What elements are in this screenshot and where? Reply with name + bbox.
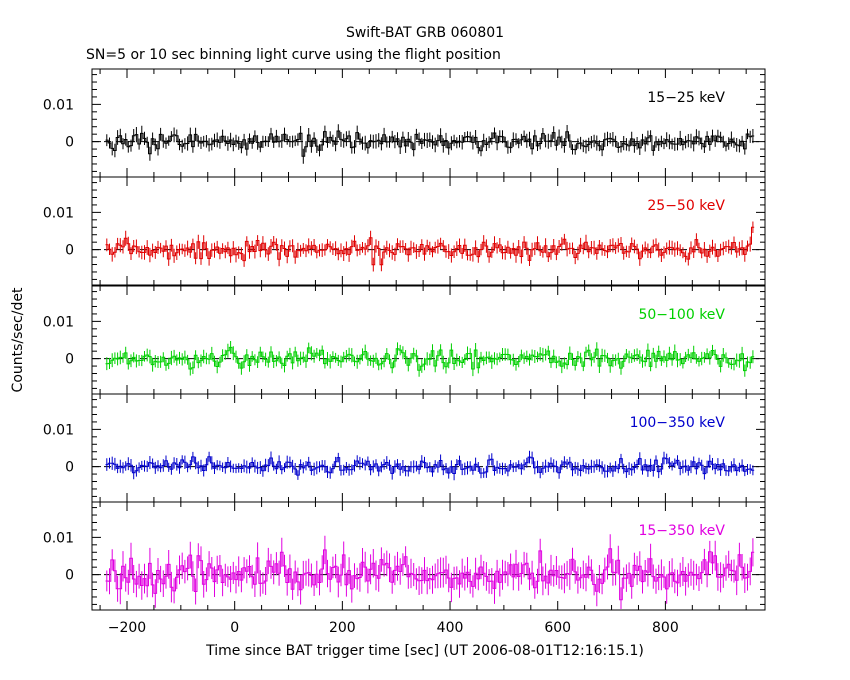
y-tick-label: 0.01 (43, 530, 74, 546)
y-tick-label: 0 (65, 352, 74, 368)
panel-frame (91, 285, 766, 395)
y-tick-label: 0 (65, 460, 74, 476)
y-tick-label: 0.01 (43, 314, 74, 330)
y-tick-label: 0.01 (43, 205, 74, 221)
series-line (105, 346, 755, 372)
x-tick-label: 400 (437, 620, 464, 636)
panel-frame (91, 393, 766, 503)
panel-frame (91, 68, 766, 178)
y-tick-label: 0 (65, 568, 74, 584)
x-tick-label: 600 (544, 620, 571, 636)
panel-frame (91, 501, 766, 611)
x-axis-label: Time since BAT trigger time [sec] (UT 20… (205, 643, 644, 659)
panel-frame (91, 176, 766, 286)
panel-2: 0 0.01 25−50 keV (43, 176, 766, 286)
series-error-bars (106, 341, 754, 377)
series-line (105, 548, 755, 601)
panel-5: 0 0.01 15−350 keV (43, 501, 766, 611)
chart-title: Swift-BAT GRB 060801 (346, 25, 504, 41)
series-line (105, 130, 755, 157)
panel-4: 0 0.01 100−350 keV (43, 393, 766, 503)
series-line (105, 226, 755, 266)
series-error-bars (106, 450, 754, 481)
x-tick-label: 200 (329, 620, 356, 636)
y-tick-label: 0.01 (43, 97, 74, 113)
series-label: 15−25 keV (647, 90, 725, 106)
series-label: 25−50 keV (647, 198, 725, 214)
series-label: 50−100 keV (638, 307, 725, 323)
series-line (105, 456, 755, 476)
series-label: 15−350 keV (638, 523, 725, 539)
series-error-bars (106, 124, 754, 164)
x-tick-label: −200 (108, 620, 146, 636)
y-tick-label: 0 (65, 135, 74, 151)
y-tick-label: 0.01 (43, 422, 74, 438)
series-label: 100−350 keV (630, 415, 726, 431)
panel-1: 0 0.01 15−25 keV (43, 68, 766, 178)
y-axis-label: Counts/sec/det (10, 287, 26, 392)
x-tick-label: 0 (230, 620, 239, 636)
chart-subtitle: SN=5 or 10 sec binning light curve using… (86, 47, 501, 63)
series-error-bars (106, 534, 754, 609)
x-tick-label: 800 (652, 620, 679, 636)
panel-3: 0 0.01 50−100 keV (43, 285, 766, 395)
y-tick-label: 0 (65, 243, 74, 259)
series-error-bars (106, 221, 754, 272)
panels-group: 0 0.01 15−25 keV 0 0.01 25−50 keV 0 0.01 50−100 … (43, 68, 766, 636)
